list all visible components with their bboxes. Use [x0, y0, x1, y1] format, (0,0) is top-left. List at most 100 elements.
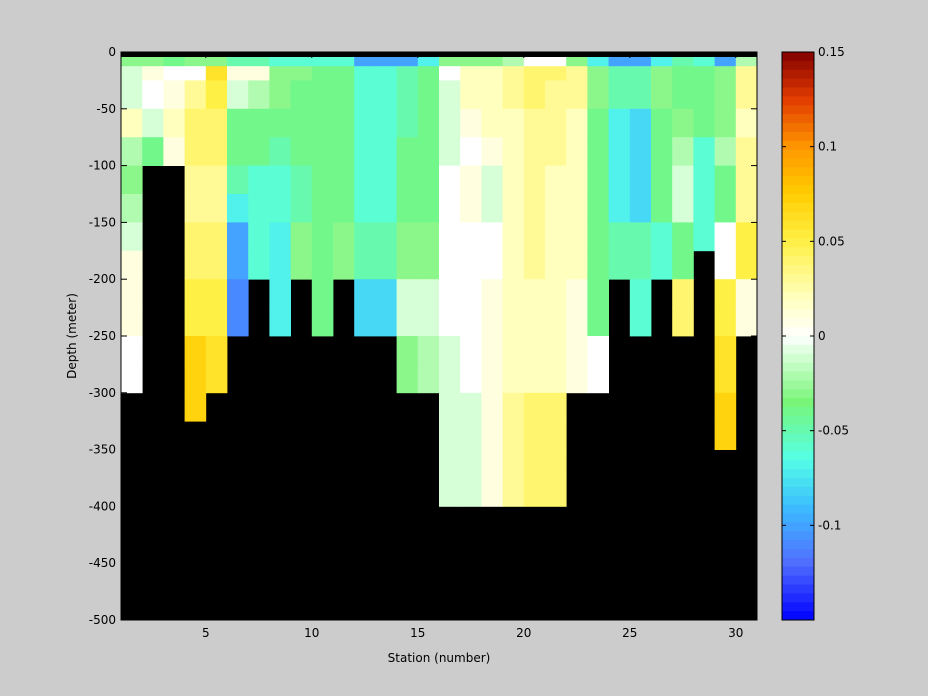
colorbar-swatch [782, 584, 814, 594]
heatmap-cell [184, 279, 207, 308]
x-tick-label: 30 [728, 626, 743, 640]
x-tick-label: 20 [516, 626, 531, 640]
heatmap-cell [587, 364, 609, 394]
heatmap-cell [714, 66, 737, 81]
heatmap-cell [163, 108, 185, 138]
heatmap-cell [714, 336, 737, 365]
heatmap-cell [587, 66, 609, 81]
heatmap-cell [629, 307, 652, 337]
y-tick-label: -200 [89, 272, 116, 286]
colorbar [781, 51, 815, 621]
heatmap-cell [184, 307, 207, 337]
colorbar-swatch [782, 513, 814, 523]
heatmap-cell [672, 66, 694, 81]
heatmap-cell [290, 80, 313, 110]
heatmap-cell [184, 336, 207, 365]
heatmap-cell [396, 165, 419, 195]
colorbar-swatch [782, 371, 814, 381]
heatmap-cell [693, 108, 715, 138]
colorbar-swatch [782, 238, 814, 248]
heatmap-cell [121, 250, 143, 280]
heatmap-cell [184, 222, 207, 252]
heatmap-cell [629, 66, 652, 81]
heatmap-cell [290, 137, 313, 166]
colorbar-swatch [782, 247, 814, 257]
heatmap-cell [163, 66, 185, 81]
colorbar-ticks: 0.15 0.1 0.05 0 -0.05 -0.1 [782, 45, 849, 532]
heatmap-cell [311, 108, 334, 138]
heatmap-cell [587, 165, 609, 195]
heatmap-cell [545, 478, 567, 507]
colorbar-swatch [782, 478, 814, 488]
heatmap-cell [523, 137, 546, 166]
heatmap-cell [227, 80, 249, 110]
heatmap-cell [205, 307, 228, 337]
heatmap-cell [587, 108, 609, 138]
heatmap-cell [227, 137, 249, 166]
heatmap-cell [693, 222, 715, 252]
heatmap-cell [460, 80, 482, 110]
heatmap-cell [460, 421, 482, 450]
y-tick-label: -250 [89, 329, 116, 343]
colorbar-swatch [782, 194, 814, 204]
heatmap-cell [502, 108, 525, 138]
heatmap-cell [333, 137, 355, 166]
heatmap-cell [417, 250, 440, 280]
colorbar-swatch [782, 407, 814, 417]
colorbar-swatch [782, 318, 814, 328]
heatmap-cell [439, 194, 461, 223]
heatmap-cell [523, 250, 546, 280]
heatmap-cell [354, 66, 376, 81]
heatmap-cell [735, 137, 758, 166]
heatmap-cell [417, 279, 440, 308]
heatmap-cell [439, 108, 461, 138]
heatmap-cell [460, 449, 482, 479]
y-tick-label: -150 [89, 215, 116, 229]
heatmap-cell [545, 364, 567, 394]
colorbar-swatch [782, 522, 814, 532]
heatmap-cell [184, 392, 207, 422]
heatmap-cell [396, 279, 419, 308]
heatmap-cell [523, 165, 546, 195]
heatmap-cell [417, 137, 440, 166]
heatmap-cell [481, 421, 503, 450]
heatmap-cell [481, 137, 503, 166]
heatmap-cell [227, 165, 249, 195]
colorbar-swatch [782, 531, 814, 541]
heatmap-cell [502, 478, 525, 507]
heatmap-cell [460, 108, 482, 138]
heatmap-cell [142, 80, 164, 110]
colorbar-tick-label: 0.1 [818, 140, 837, 154]
heatmap-cell [460, 250, 482, 280]
heatmap-cell [714, 392, 737, 422]
heatmap-cell [735, 66, 758, 81]
heatmap-cell [629, 165, 652, 195]
heatmap-cell [290, 194, 313, 223]
heatmap-cell [523, 80, 546, 110]
heatmap-cell [375, 165, 397, 195]
heatmap-cell [375, 279, 397, 308]
heatmap-cell [439, 222, 461, 252]
heatmap-cell [333, 66, 355, 81]
heatmap-cell [672, 307, 694, 337]
heatmap-cell [311, 279, 334, 308]
heatmap-cell [566, 194, 588, 223]
heatmap-cell [545, 80, 567, 110]
heatmap-cell [311, 222, 334, 252]
x-tick-label: 10 [304, 626, 319, 640]
heatmap-cell [227, 307, 249, 337]
heatmap-cell [735, 80, 758, 110]
heatmap-cell [121, 279, 143, 308]
heatmap-cell [608, 137, 631, 166]
heatmap-cell [502, 194, 525, 223]
heatmap-cell [375, 137, 397, 166]
heatmap-cell [502, 279, 525, 308]
colorbar-swatch [782, 202, 814, 213]
colorbar-swatch [782, 123, 814, 133]
heatmap-cell [121, 364, 143, 394]
heatmap-cell [290, 108, 313, 138]
colorbar-swatch [782, 60, 814, 71]
colorbar-swatch [782, 469, 814, 479]
colorbar-swatch [782, 593, 814, 603]
